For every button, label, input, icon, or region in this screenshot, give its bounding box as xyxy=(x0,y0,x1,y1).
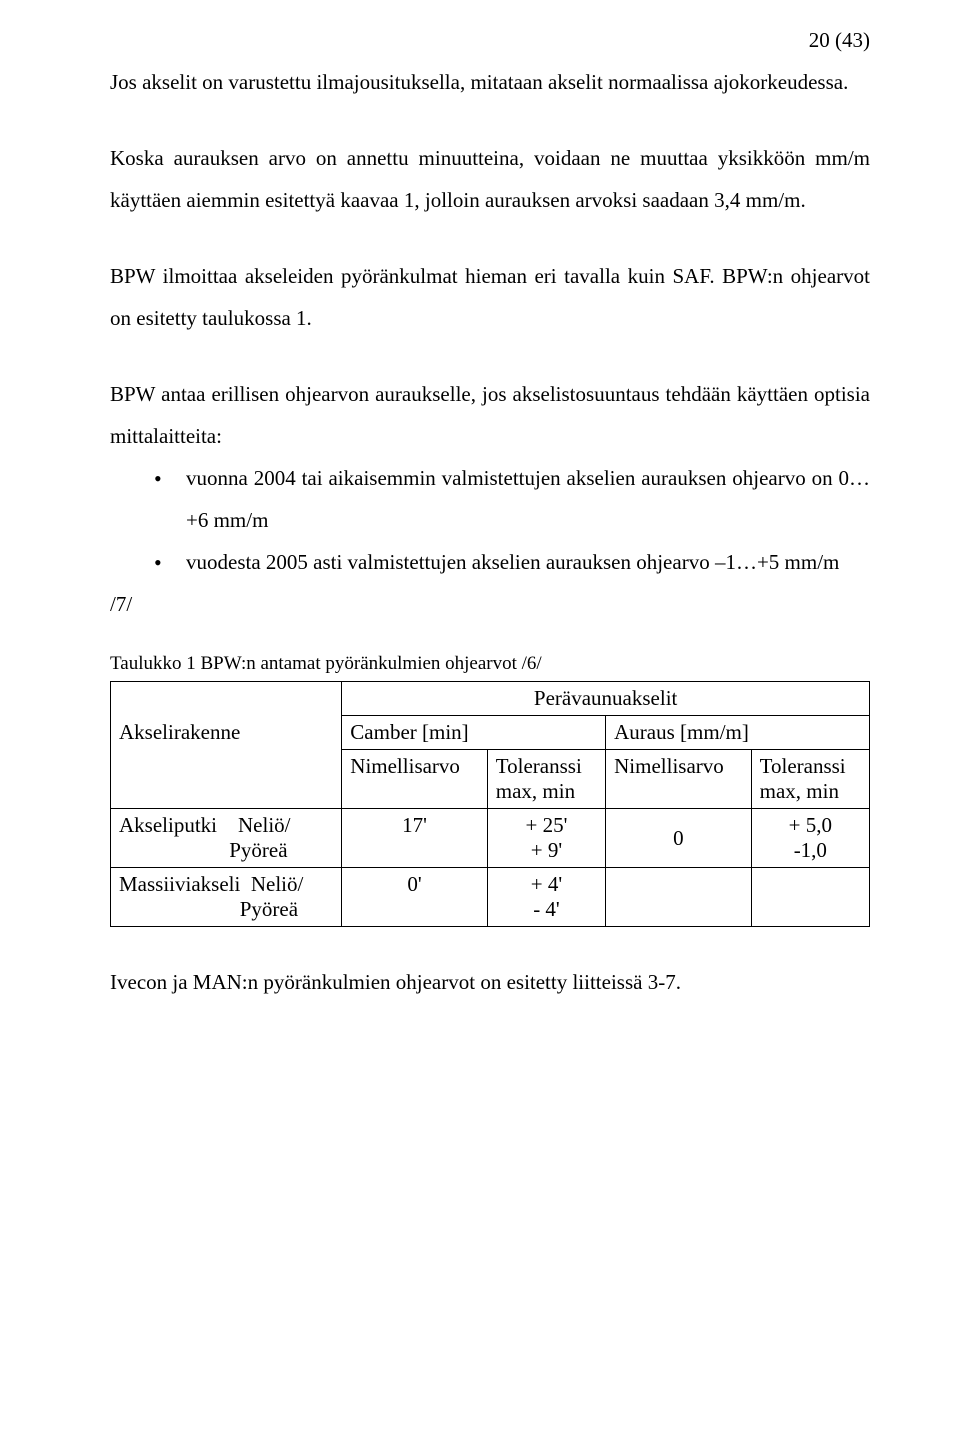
paragraph-4-intro: BPW antaa erillisen ohjearvon aurauksell… xyxy=(110,373,870,583)
table-cell-r1c1a: Akseliputki xyxy=(119,813,217,837)
table-subheader-tol-2: Toleranssi max, min xyxy=(751,750,869,809)
table-cell-r2c1b: Neliö/ xyxy=(251,872,304,896)
paragraph-4-text: BPW antaa erillisen ohjearvon aurauksell… xyxy=(110,382,870,448)
page: 20 (43) Jos akselit on varustettu ilmajo… xyxy=(0,0,960,1453)
table-row: Massiiviakseli Neliö/ Pyöreä 0' + 4' - 4… xyxy=(111,868,870,927)
table-subheader-tol-1: Toleranssi max, min xyxy=(487,750,605,809)
table-header-auraus: Auraus [mm/m] xyxy=(606,716,870,750)
table-cell-r1c1c: Pyöreä xyxy=(229,838,287,862)
table-row: Akseliputki Neliö/ Pyöreä 17' + 25' + 9'… xyxy=(111,809,870,868)
table-cell-r1c3a: + 25' xyxy=(526,813,568,837)
table-header-row: Akselirakenne Camber [min] Auraus [mm/m] xyxy=(111,716,870,750)
table-cell-r1c3: + 25' + 9' xyxy=(487,809,605,868)
bullet-list: vuonna 2004 tai aikaisemmin valmistettuj… xyxy=(150,457,870,583)
table-header-camber: Camber [min] xyxy=(342,716,606,750)
table-title-row: Perävaunuakselit xyxy=(111,682,870,716)
table-subheader-tol1-line2: max, min xyxy=(496,779,575,803)
table-subheader-tol1-line1: Toleranssi xyxy=(496,754,582,778)
page-number: 20 (43) xyxy=(809,28,870,53)
table-subheader-tol2-line2: max, min xyxy=(760,779,839,803)
table-cell-r2c5 xyxy=(751,868,869,927)
table-cell-r1c5: + 5,0 -1,0 xyxy=(751,809,869,868)
table-subheader-tol2-line1: Toleranssi xyxy=(760,754,846,778)
table-cell-r1c4: 0 xyxy=(606,809,752,868)
table-cell-r2c1a: Massiiviakseli xyxy=(119,872,240,896)
table-cell-r1c3b: + 9' xyxy=(531,838,562,862)
data-table: Perävaunuakselit Akselirakenne Camber [m… xyxy=(110,681,870,927)
table-cell-r2c3: + 4' - 4' xyxy=(487,868,605,927)
reference-7: /7/ xyxy=(110,583,870,625)
paragraph-3: BPW ilmoittaa akseleiden pyöränkulmat hi… xyxy=(110,255,870,339)
table-cell-r1c1b: Neliö/ xyxy=(238,813,291,837)
table-cell-r1c5b: -1,0 xyxy=(794,838,827,862)
paragraph-1: Jos akselit on varustettu ilmajousitukse… xyxy=(110,61,870,103)
table-subheader-nimell-2: Nimellisarvo xyxy=(606,750,752,809)
table-subheader-row: Nimellisarvo Toleranssi max, min Nimelli… xyxy=(111,750,870,809)
table-subheader-empty xyxy=(111,750,342,809)
table-cell-r2c4 xyxy=(606,868,752,927)
table-header-akselirakenne: Akselirakenne xyxy=(111,716,342,750)
table-subheader-nimell-1: Nimellisarvo xyxy=(342,750,488,809)
table-cell-r2c3a: + 4' xyxy=(531,872,562,896)
table-cell-r1c2: 17' xyxy=(342,809,488,868)
paragraph-2: Koska aurauksen arvo on annettu minuutte… xyxy=(110,137,870,221)
table-caption: Taulukko 1 BPW:n antamat pyöränkulmien o… xyxy=(110,653,870,675)
table-cell-r2c1c: Pyöreä xyxy=(240,897,298,921)
paragraph-last: Ivecon ja MAN:n pyöränkulmien ohjearvot … xyxy=(110,961,870,1003)
table-cell-r2c3b: - 4' xyxy=(533,897,560,921)
table-cell-massiiviakseli: Massiiviakseli Neliö/ Pyöreä xyxy=(111,868,342,927)
table-cell-r2c2: 0' xyxy=(342,868,488,927)
table-empty-cell xyxy=(111,682,342,716)
bullet-item-1: vuonna 2004 tai aikaisemmin valmistettuj… xyxy=(150,457,870,541)
table-title: Perävaunuakselit xyxy=(342,682,870,716)
table-cell-akseliputki: Akseliputki Neliö/ Pyöreä xyxy=(111,809,342,868)
table-cell-r1c5a: + 5,0 xyxy=(789,813,832,837)
bullet-item-2: vuodesta 2005 asti valmistettujen akseli… xyxy=(150,541,870,583)
